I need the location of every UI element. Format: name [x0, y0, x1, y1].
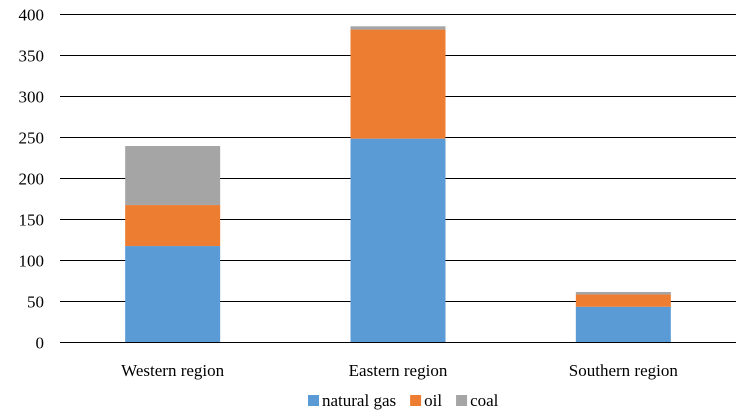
bar-natural-gas-southern-region	[575, 306, 671, 342]
bar-coal-southern-region	[575, 291, 671, 295]
bar-coal-eastern-region	[350, 26, 446, 30]
y-tick-label: 350	[19, 47, 45, 66]
x-category-label: Western region	[121, 361, 224, 380]
legend-label-natural-gas: natural gas	[322, 391, 396, 410]
legend-label-oil: oil	[424, 391, 442, 410]
bar-coal-western-region	[125, 146, 221, 206]
bar-natural-gas-western-region	[125, 246, 221, 342]
legend-swatch-coal	[456, 395, 468, 406]
bar-oil-western-region	[125, 205, 221, 247]
x-category-label: Southern region	[569, 361, 679, 380]
legend: natural gas oil coal	[308, 391, 499, 410]
x-category-label: Eastern region	[349, 361, 448, 380]
y-axis-tick-labels: 0 50 100 150 200 250 300 350 400	[19, 6, 45, 353]
legend-label-coal: coal	[470, 391, 499, 410]
y-tick-label: 0	[36, 334, 45, 353]
bars	[125, 26, 671, 342]
y-tick-label: 100	[19, 252, 45, 271]
legend-swatch-natural-gas	[308, 395, 319, 406]
y-tick-label: 300	[19, 88, 45, 107]
y-tick-label: 150	[19, 211, 45, 230]
bar-oil-eastern-region	[350, 29, 446, 139]
bar-oil-southern-region	[575, 294, 671, 307]
y-tick-label: 400	[19, 6, 45, 25]
bar-natural-gas-eastern-region	[350, 138, 446, 342]
y-tick-label: 250	[19, 129, 45, 148]
x-axis-category-labels: Western region Eastern region Southern reg…	[121, 361, 678, 380]
y-tick-label: 50	[27, 293, 44, 312]
y-tick-label: 200	[19, 170, 45, 189]
legend-swatch-oil	[410, 395, 422, 406]
